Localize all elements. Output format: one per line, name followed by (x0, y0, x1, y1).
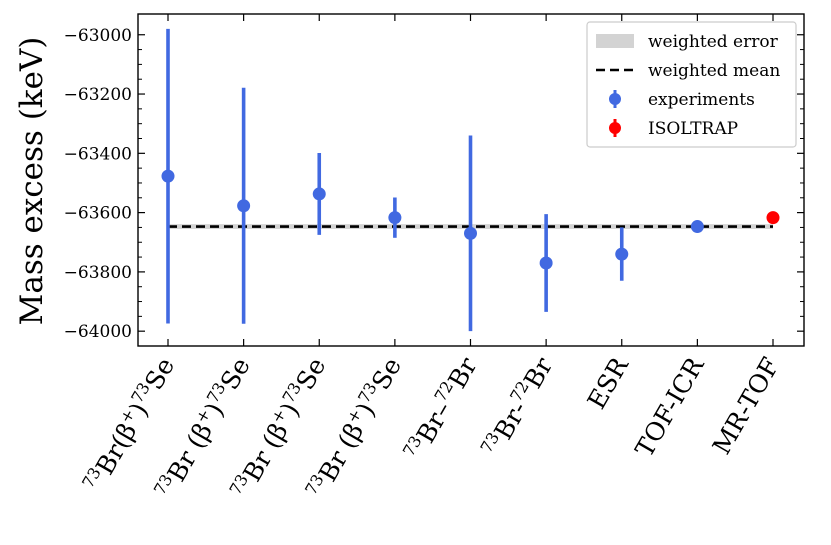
legend-item: weighted mean (596, 61, 780, 81)
point-marker (237, 199, 251, 213)
y-tick-label: −63800 (64, 263, 132, 283)
point-marker (312, 187, 326, 201)
y-tick-label: −64000 (64, 322, 132, 342)
data-points-layer (161, 28, 780, 332)
y-tick-label: −63600 (64, 204, 132, 224)
x-category-label: MR-TOF (707, 353, 785, 460)
legend-label: weighted mean (648, 61, 780, 81)
data-point-experiments (690, 220, 704, 234)
y-axis: −63000 −63200 −63400 −63600 −63800 −64000 (64, 26, 804, 342)
point-marker (388, 211, 402, 225)
legend-swatch-marker (609, 122, 621, 134)
x-category-label: 73Br-72Br (477, 351, 559, 462)
data-point-experiments (312, 153, 326, 235)
legend-item: experiments (609, 90, 755, 110)
point-marker (161, 169, 175, 183)
x-category-label: ESR (582, 351, 635, 413)
y-tick-label: −63000 (64, 26, 132, 46)
data-point-experiments (388, 197, 402, 238)
legend-item: weighted error (596, 32, 779, 52)
data-point-experiments (539, 214, 553, 312)
y-tick-label: −63400 (64, 144, 132, 164)
legend-label: weighted error (648, 32, 779, 52)
legend-item: ISOLTRAP (609, 119, 738, 139)
data-point-experiments (237, 87, 251, 324)
point-marker (464, 226, 477, 240)
point-marker (690, 220, 704, 234)
x-category-label: 73Br–72Br (399, 351, 483, 465)
legend-swatch-patch (596, 34, 634, 48)
y-tick-label: −63200 (64, 85, 132, 105)
point-marker (615, 247, 629, 261)
y-axis-label: Mass excess (keV) (14, 37, 50, 326)
legend-label: experiments (648, 90, 755, 110)
data-point-isoltrap (766, 211, 780, 225)
data-point-experiments (464, 135, 477, 332)
data-point-experiments (161, 28, 175, 324)
point-marker (766, 211, 780, 225)
point-marker (539, 256, 553, 270)
legend: weighted error weighted mean experiments IS… (586, 21, 797, 148)
data-point-experiments (615, 227, 629, 281)
legend-label: ISOLTRAP (648, 119, 738, 139)
legend-box (586, 21, 797, 148)
legend-swatch-marker (609, 93, 621, 105)
x-category-label: TOF-ICR (630, 351, 711, 461)
